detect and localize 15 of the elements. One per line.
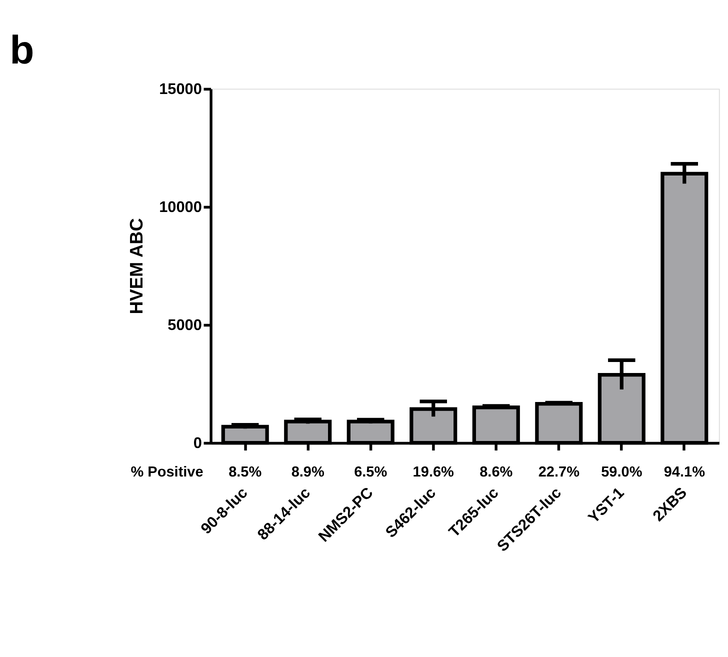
text: % Positive (130, 464, 204, 480)
text: 94.1% (664, 464, 706, 480)
text: 19.6% (412, 464, 454, 480)
text: 8.6% (480, 464, 513, 480)
text: 8.9% (291, 464, 324, 480)
y-axis-title: HVEM ABC (126, 218, 147, 314)
text: 8.5% (228, 464, 262, 480)
text: 22.7% (538, 464, 580, 480)
y-tick-label: 5000 (168, 316, 202, 334)
y-tick-label: 10000 (159, 198, 202, 216)
text: 59.0% (601, 464, 642, 480)
text: 6.5% (354, 464, 388, 480)
y-tick-label: 15000 (159, 80, 202, 98)
y-tick-label: 0 (193, 434, 202, 452)
chart-title: b (10, 28, 34, 72)
